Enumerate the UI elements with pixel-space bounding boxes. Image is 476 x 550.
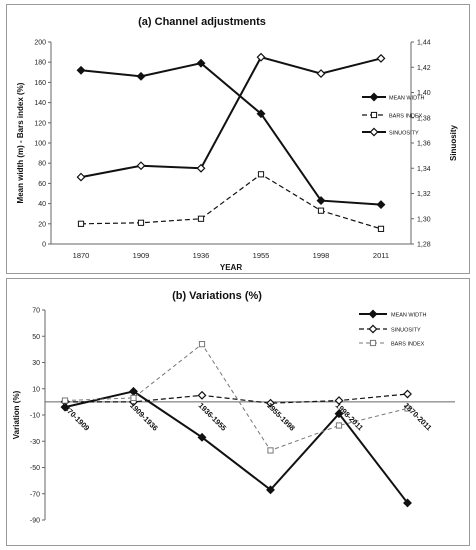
- bars-index-point: [77, 220, 85, 227]
- x-tick-label: 1998: [313, 251, 330, 260]
- bars-index-point: [404, 405, 411, 412]
- y2-tick-label: 1,28: [417, 242, 431, 249]
- bars-index-point: [137, 219, 145, 226]
- legend-label-bars-index: BARS INDEX: [389, 113, 423, 119]
- y2-tick-label: 1,40: [417, 90, 431, 97]
- y-tick-label: -10: [30, 413, 40, 420]
- sinuosity-line: [65, 393, 408, 404]
- y-tick-label: 40: [38, 201, 46, 208]
- bars-index-line: [64, 343, 408, 452]
- y-tick-label: 200: [34, 40, 46, 47]
- mean-width-point: [256, 109, 266, 119]
- x-tick-label: 1870: [73, 251, 90, 260]
- y-tick-label: 120: [34, 120, 46, 127]
- bars-index-point: [197, 215, 205, 222]
- sinuosity-point: [256, 52, 266, 62]
- y2-tick-label: 1,42: [417, 65, 431, 72]
- legend-label-mean-width: MEAN WIDTH: [391, 312, 426, 318]
- legend-marker-sinuosity: [368, 324, 378, 334]
- legend-marker-sinuosity: [369, 127, 379, 137]
- mean-width-point: [197, 432, 207, 442]
- y-tick-label: 180: [34, 60, 46, 67]
- category-label: 1936-1955: [197, 401, 229, 433]
- y-axis-title: Variation (%): [12, 390, 21, 439]
- y-tick-label: 70: [32, 308, 40, 315]
- y2-tick-label: 1,36: [417, 141, 431, 148]
- bars-index-point: [61, 397, 69, 404]
- legend-label-bars-index: BARS INDEX: [391, 341, 425, 347]
- y-tick-label: 20: [38, 221, 46, 228]
- x-tick-label: 1955: [253, 251, 270, 260]
- y-tick-label: 140: [34, 100, 46, 107]
- y2-tick-label: 1,30: [417, 216, 431, 223]
- y-tick-label: 160: [34, 80, 46, 87]
- category-label: 1955-1998: [265, 401, 297, 433]
- y-tick-label: 100: [34, 141, 46, 148]
- y2-tick-label: 1,38: [417, 115, 431, 122]
- mean-width-point: [266, 485, 275, 495]
- legend-label-sinuosity: SINUOSITY: [391, 327, 421, 333]
- mean-width-point: [376, 200, 386, 210]
- legend-marker-mean-width: [369, 92, 379, 102]
- sinuosity-point: [334, 396, 344, 406]
- sinuosity-point: [197, 390, 207, 400]
- legend-marker-bars-index: [369, 339, 377, 347]
- y-tick-label: 80: [38, 161, 46, 168]
- x-tick-label: 1909: [133, 251, 150, 260]
- y2-tick-label: 1,32: [417, 191, 431, 198]
- mean-width-point: [136, 71, 146, 81]
- y-tick-label: -90: [30, 518, 40, 525]
- mean-width-point: [76, 65, 86, 75]
- legend-marker-bars-index: [370, 111, 378, 119]
- y-tick-label: -50: [30, 465, 40, 472]
- chart-title: (a) Channel adjustments: [138, 16, 266, 28]
- y-tick-label: 50: [32, 334, 40, 341]
- legend-label-mean-width: MEAN WIDTH: [389, 95, 424, 101]
- bars-index-point: [257, 171, 265, 178]
- y2-tick-label: 1,44: [417, 40, 431, 47]
- mean-width-line: [80, 62, 382, 206]
- variations-chart: (b) Variations (%) -90 -70 -50 -30 -10 10 30 50 7…: [12, 290, 455, 525]
- mean-width-point: [403, 498, 412, 508]
- variations-panel: (b) Variations (%) -90 -70 -50 -30 -10 10 30 50 7…: [6, 278, 470, 546]
- sinuosity-point: [136, 161, 146, 171]
- y-axis-title: Mean width (m) - Bars index (%): [16, 82, 25, 203]
- legend-label-sinuosity: SINUOSITY: [389, 130, 419, 136]
- y-tick-label: -30: [30, 439, 40, 446]
- sinuosity-point: [376, 53, 386, 63]
- chart-title: (b) Variations (%): [172, 290, 262, 302]
- channel-adjustments-panel: (a) Channel adjustments 0 20 40 60 80 100 120 14…: [6, 4, 470, 274]
- mean-width-point: [334, 409, 344, 419]
- mean-width-line: [64, 390, 409, 504]
- mean-width-point: [196, 58, 206, 68]
- y-tick-label: -70: [30, 491, 40, 498]
- sinuosity-point: [403, 389, 412, 399]
- bars-index-point: [335, 422, 343, 429]
- y-tick-label: 60: [38, 181, 46, 188]
- bars-index-line: [80, 173, 382, 230]
- category-label: 1870-2011: [402, 401, 433, 432]
- bars-index-point: [130, 394, 137, 402]
- legend-marker-mean-width: [368, 309, 378, 319]
- y2-axis-title: Sinuosity: [449, 124, 458, 161]
- mean-width-point: [60, 402, 70, 412]
- sinuosity-point: [316, 69, 326, 79]
- y-tick-label: 30: [32, 360, 40, 367]
- bars-index-point: [267, 447, 274, 454]
- sinuosity-point: [196, 163, 206, 173]
- y2-tick-label: 1,34: [417, 166, 431, 173]
- sinuosity-point: [266, 398, 275, 408]
- sinuosity-point: [76, 172, 86, 182]
- x-axis-title: YEAR: [220, 263, 242, 272]
- y-tick-label: 0: [42, 242, 46, 249]
- x-tick-label: 2011: [373, 251, 389, 260]
- x-tick-label: 1936: [193, 251, 210, 260]
- bars-index-point: [317, 207, 325, 214]
- bars-index-point: [198, 341, 206, 348]
- y-tick-label: 10: [32, 386, 40, 393]
- bars-index-point: [377, 225, 385, 232]
- channel-adjustments-chart: (a) Channel adjustments 0 20 40 60 80 100 120 14…: [16, 16, 458, 272]
- mean-width-point: [316, 196, 326, 206]
- sinuosity-line: [80, 55, 382, 179]
